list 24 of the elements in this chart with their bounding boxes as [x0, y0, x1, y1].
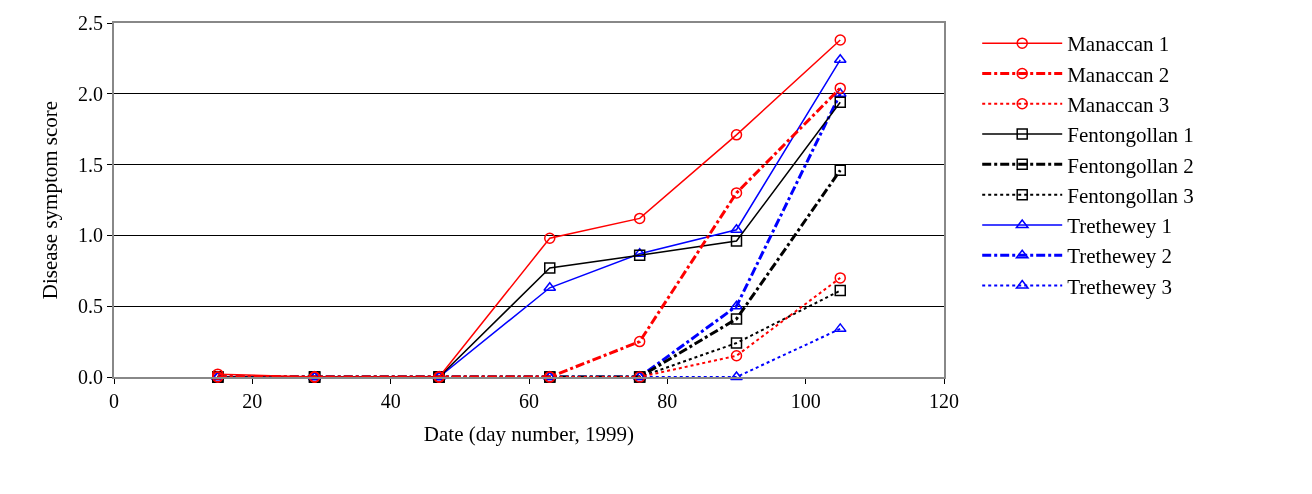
legend-label: Manaccan 1 [1067, 32, 1170, 57]
x-axis-title: Date (day number, 1999) [423, 421, 635, 446]
y-tick-label: 0.5 [78, 295, 103, 318]
y-tick-label: 1.5 [78, 153, 103, 176]
y-axis-title: Disease symptom score [37, 100, 62, 300]
x-tick-label: 100 [790, 390, 821, 412]
y-tick-label: 1.0 [78, 224, 103, 247]
legend-label: Manaccan 2 [1067, 62, 1170, 87]
legend-label: Fentongollan 1 [1067, 123, 1194, 148]
x-tick-label: 40 [380, 390, 401, 412]
x-tick-label: 0 [109, 390, 119, 412]
legend-label: Trethewey 2 [1067, 244, 1172, 269]
legend-label: Manaccan 3 [1067, 92, 1170, 117]
x-tick-label: 60 [519, 390, 539, 412]
legend-label: Fentongollan 3 [1067, 183, 1194, 208]
x-tick-label: 20 [242, 390, 263, 412]
legend-label: Trethewey 3 [1067, 274, 1172, 299]
legend-label: Trethewey 1 [1067, 214, 1172, 239]
x-tick-label: 80 [657, 390, 678, 412]
y-tick-label: 2.0 [78, 82, 103, 105]
x-tick-label: 120 [929, 390, 959, 412]
legend-label: Fentongollan 2 [1067, 153, 1194, 178]
y-tick-label: 2.5 [78, 12, 103, 34]
y-tick-label: 0.0 [78, 366, 103, 388]
